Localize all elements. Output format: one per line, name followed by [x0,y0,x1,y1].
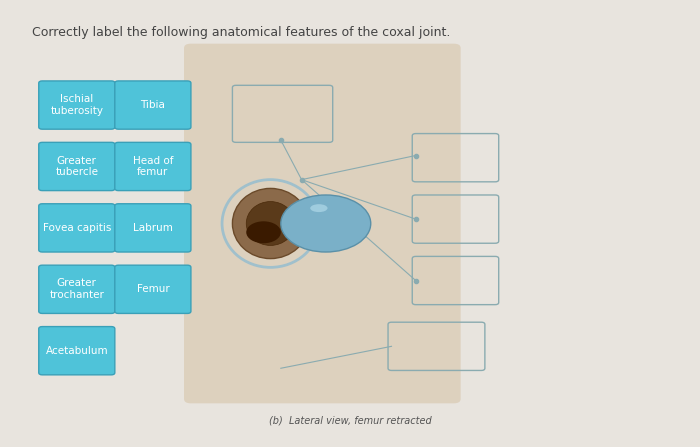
FancyBboxPatch shape [115,204,191,252]
Text: Greater
trochanter: Greater trochanter [50,278,104,300]
Text: Tibia: Tibia [141,100,165,110]
Circle shape [281,195,371,252]
FancyBboxPatch shape [115,265,191,313]
Ellipse shape [246,202,295,245]
FancyBboxPatch shape [38,142,115,190]
FancyBboxPatch shape [115,81,191,129]
Text: Femur: Femur [136,284,169,294]
FancyBboxPatch shape [38,265,115,313]
FancyBboxPatch shape [115,142,191,190]
FancyBboxPatch shape [38,204,115,252]
Text: Acetabulum: Acetabulum [46,346,108,356]
Text: Fovea capitis: Fovea capitis [43,223,111,233]
Text: Correctly label the following anatomical features of the coxal joint.: Correctly label the following anatomical… [32,26,450,39]
Text: (b)  Lateral view, femur retracted: (b) Lateral view, femur retracted [269,415,431,425]
Circle shape [246,221,281,243]
Text: Ischial
tuberosity: Ischial tuberosity [50,94,104,116]
Text: Greater
tubercle: Greater tubercle [55,156,98,177]
Ellipse shape [232,188,309,259]
FancyBboxPatch shape [38,81,115,129]
Text: Head of
femur: Head of femur [132,156,173,177]
Text: Labrum: Labrum [133,223,173,233]
Ellipse shape [310,204,328,212]
FancyBboxPatch shape [38,327,115,375]
FancyBboxPatch shape [184,44,461,403]
